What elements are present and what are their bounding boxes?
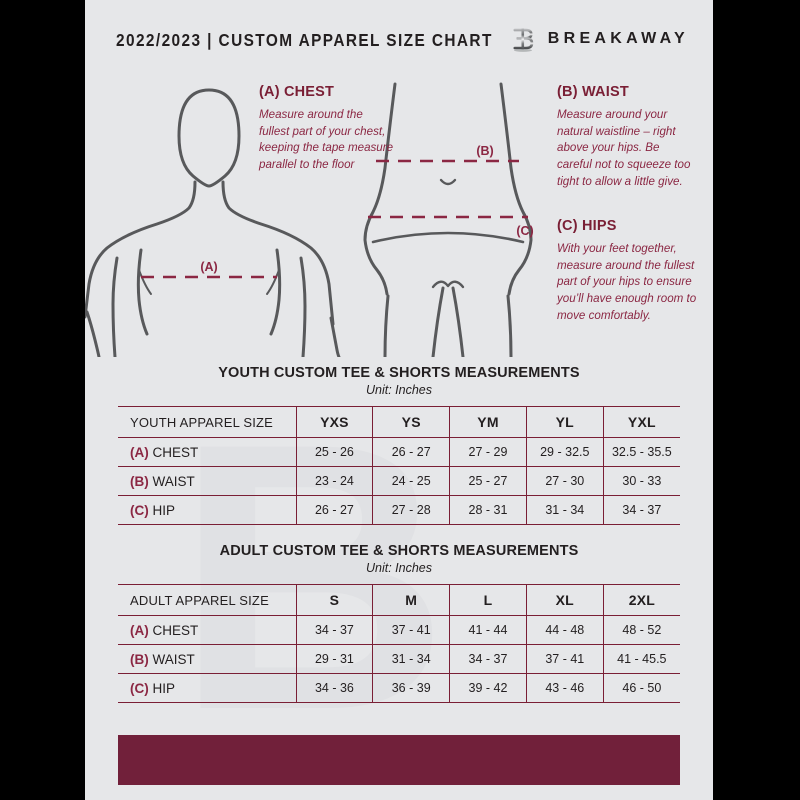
- row-tag: (A): [130, 444, 149, 460]
- adult-cell: 46 - 50: [602, 673, 680, 703]
- youth-cell: 27 - 29: [449, 437, 527, 467]
- youth-cell: 26 - 27: [372, 437, 450, 467]
- youth-cell: 29 - 32.5: [525, 437, 604, 467]
- adult-size-header: L: [449, 584, 527, 616]
- adult-cell: 31 - 34: [372, 644, 450, 674]
- row-tag: (B): [130, 651, 149, 667]
- youth-size-header: YL: [525, 406, 604, 438]
- youth-size-table: YOUTH APPAREL SIZE YXS YS YM YL YXL (A) …: [118, 406, 680, 525]
- table-row: (C) HIP 26 - 27 27 - 28 28 - 31 31 - 34 …: [118, 495, 680, 525]
- row-tag: (C): [130, 680, 149, 696]
- front-torso-figure: [85, 88, 341, 357]
- youth-table-unit: Unit: Inches: [365, 383, 432, 397]
- callout-hips: (C) HIPS With your feet together, measur…: [557, 218, 697, 324]
- body-figures: (A) (B) (C): [85, 82, 534, 357]
- table-row: (B) WAIST 23 - 24 24 - 25 25 - 27 27 - 3…: [118, 466, 680, 496]
- table-row: (C) HIP 34 - 36 36 - 39 39 - 42 43 - 46 …: [118, 673, 680, 703]
- youth-size-header: YS: [372, 406, 450, 438]
- row-tag: (A): [130, 622, 149, 638]
- youth-cell: 25 - 26: [295, 437, 373, 467]
- callout-hips-title: (C) HIPS: [557, 218, 617, 234]
- adult-size-header: XL: [525, 584, 604, 616]
- footer-accent-bar: [118, 735, 680, 785]
- adult-cell: 34 - 36: [295, 673, 373, 703]
- youth-table-header-row: YOUTH APPAREL SIZE YXS YS YM YL YXL: [118, 406, 680, 438]
- hips-torso-figure: [363, 82, 533, 357]
- row-name: HIP: [152, 502, 176, 518]
- youth-cell: 34 - 37: [602, 495, 680, 525]
- adult-size-header: 2XL: [602, 584, 680, 616]
- row-name: HIP: [152, 680, 176, 696]
- callout-chest: (A) CHEST Measure around the fullest par…: [259, 84, 395, 174]
- youth-cell: 30 - 33: [602, 466, 680, 496]
- adult-cell: 29 - 31: [295, 644, 373, 674]
- youth-cell: 23 - 24: [295, 466, 373, 496]
- youth-table-title: YOUTH CUSTOM TEE & SHORTS MEASUREMENTS: [218, 365, 580, 381]
- callout-waist-title: (B) WAIST: [557, 84, 629, 100]
- size-chart-page: B 2022/2023 | CUSTOM APPAREL SIZE CHART: [85, 0, 713, 800]
- adult-row-label: (A) CHEST: [118, 615, 296, 645]
- page-title: 2022/2023 | CUSTOM APPAREL SIZE CHART: [116, 30, 493, 50]
- waist-marker-label: (B): [476, 144, 493, 158]
- row-tag: (C): [130, 502, 149, 518]
- callout-waist-body: Measure around your natural waistline – …: [557, 108, 691, 188]
- adult-cell: 43 - 46: [525, 673, 604, 703]
- chest-marker-label: (A): [200, 260, 217, 274]
- row-name: CHEST: [152, 622, 199, 638]
- youth-cell: 32.5 - 35.5: [602, 437, 680, 467]
- measurement-diagram: (A) (B) (C) (A) CHEST Measure around the…: [85, 72, 713, 357]
- adult-size-header: M: [372, 584, 450, 616]
- adult-table-title: ADULT CUSTOM TEE & SHORTS MEASUREMENTS: [219, 543, 579, 559]
- callout-waist: (B) WAIST Measure around your natural wa…: [557, 84, 695, 190]
- row-tag: (B): [130, 473, 149, 489]
- youth-size-header: YM: [449, 406, 527, 438]
- youth-size-header: YXL: [602, 406, 680, 438]
- adult-table-unit: Unit: Inches: [365, 561, 432, 575]
- brand-name: BREAKAWAY: [547, 30, 689, 47]
- callout-hips-body: With your feet together, measure around …: [557, 242, 697, 322]
- youth-row-label: (B) WAIST: [118, 466, 296, 496]
- adult-header-label: ADULT APPAREL SIZE: [118, 584, 296, 616]
- callout-chest-title: (A) CHEST: [259, 84, 335, 100]
- adult-row-label: (C) HIP: [118, 673, 296, 703]
- youth-measurements-section: YOUTH CUSTOM TEE & SHORTS MEASUREMENTS U…: [85, 365, 713, 525]
- page-header: 2022/2023 | CUSTOM APPAREL SIZE CHART: [85, 0, 713, 72]
- youth-cell: 26 - 27: [295, 495, 373, 525]
- row-name: CHEST: [152, 444, 199, 460]
- adult-cell: 48 - 52: [602, 615, 680, 645]
- youth-row-label: (A) CHEST: [118, 437, 296, 467]
- row-name: WAIST: [152, 473, 195, 489]
- adult-table-header-row: ADULT APPAREL SIZE S M L XL 2XL: [118, 584, 680, 616]
- table-row: (B) WAIST 29 - 31 31 - 34 34 - 37 37 - 4…: [118, 644, 680, 674]
- youth-cell: 27 - 28: [372, 495, 450, 525]
- youth-cell: 28 - 31: [449, 495, 527, 525]
- adult-cell: 37 - 41: [525, 644, 604, 674]
- brand-lockup: BREAKAWAY: [508, 24, 689, 54]
- adult-size-header: S: [295, 584, 373, 616]
- youth-cell: 27 - 30: [525, 466, 604, 496]
- row-name: WAIST: [152, 651, 195, 667]
- adult-cell: 34 - 37: [295, 615, 373, 645]
- adult-cell: 39 - 42: [449, 673, 527, 703]
- adult-measurements-section: ADULT CUSTOM TEE & SHORTS MEASUREMENTS U…: [85, 543, 713, 703]
- adult-cell: 44 - 48: [525, 615, 604, 645]
- adult-cell: 37 - 41: [372, 615, 450, 645]
- adult-cell: 41 - 45.5: [602, 644, 680, 674]
- table-row: (A) CHEST 34 - 37 37 - 41 41 - 44 44 - 4…: [118, 615, 680, 645]
- youth-size-header: YXS: [295, 406, 373, 438]
- callout-chest-body: Measure around the fullest part of your …: [259, 108, 394, 172]
- youth-cell: 25 - 27: [449, 466, 527, 496]
- youth-cell: 24 - 25: [372, 466, 450, 496]
- adult-cell: 34 - 37: [449, 644, 527, 674]
- adult-cell: 36 - 39: [372, 673, 450, 703]
- youth-row-label: (C) HIP: [118, 495, 296, 525]
- adult-cell: 41 - 44: [449, 615, 527, 645]
- hips-marker-label: (C): [516, 224, 533, 238]
- breakaway-b-logo-icon: [513, 28, 534, 52]
- youth-header-label: YOUTH APPAREL SIZE: [118, 406, 296, 438]
- adult-row-label: (B) WAIST: [118, 644, 296, 674]
- youth-cell: 31 - 34: [525, 495, 604, 525]
- table-row: (A) CHEST 25 - 26 26 - 27 27 - 29 29 - 3…: [118, 437, 680, 467]
- adult-size-table: ADULT APPAREL SIZE S M L XL 2XL (A) CHES…: [118, 584, 680, 703]
